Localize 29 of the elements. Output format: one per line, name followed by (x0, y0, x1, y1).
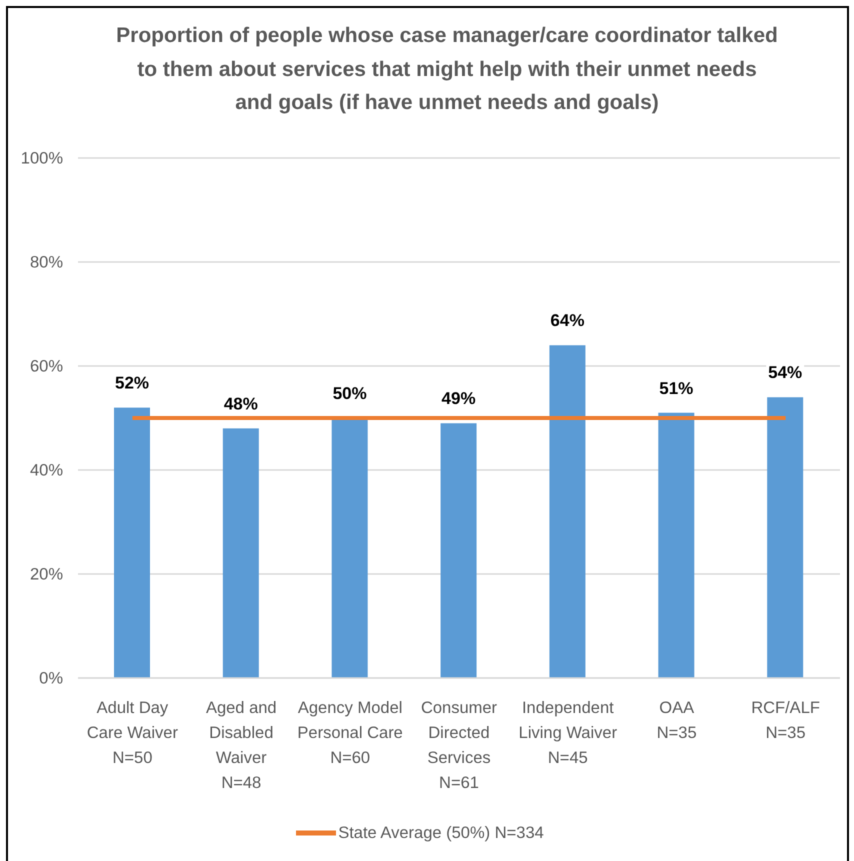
y-tick-label: 40% (30, 462, 64, 480)
y-tick-label: 0% (39, 670, 64, 688)
y-tick-label: 80% (30, 254, 64, 272)
legend-label: State Average (50%) N=334 (338, 824, 544, 842)
y-tick-label: 60% (30, 358, 64, 376)
chart-title: Proportion of people whose case manager/care coordinator talked to them about services that might help with their unmet needs and goals (if have unmet needs and goals) (115, 23, 779, 116)
x-tick-label: Adult Day Care Waiver N=50 (86, 699, 178, 767)
bar (658, 412, 694, 678)
y-tick-label: 20% (30, 566, 64, 584)
bar (549, 345, 586, 678)
data-label: 49% (442, 389, 476, 408)
x-tick-label: Agency Model Personal Care N=60 (297, 699, 403, 767)
y-tick-label: 100% (20, 150, 64, 168)
bar (767, 397, 804, 678)
x-tick-label: Independent Living Waiver N=45 (518, 699, 618, 767)
x-tick-label: OAA N=35 (656, 699, 697, 742)
bar (114, 408, 150, 678)
data-label: 52% (114, 374, 150, 393)
bar (222, 428, 259, 678)
x-tick-label: RCF/ALF N=35 (751, 699, 820, 742)
x-tick-label: Consumer Directed Services N=61 (420, 699, 498, 792)
data-label: 48% (224, 394, 258, 414)
data-label: 64% (550, 311, 584, 330)
bar (440, 423, 477, 678)
data-label: 51% (659, 378, 694, 398)
bar (332, 418, 368, 678)
x-tick-label: Aged and Disabled Waiver N=48 (206, 699, 277, 792)
data-label: 54% (768, 363, 802, 382)
data-label: 50% (332, 384, 367, 403)
